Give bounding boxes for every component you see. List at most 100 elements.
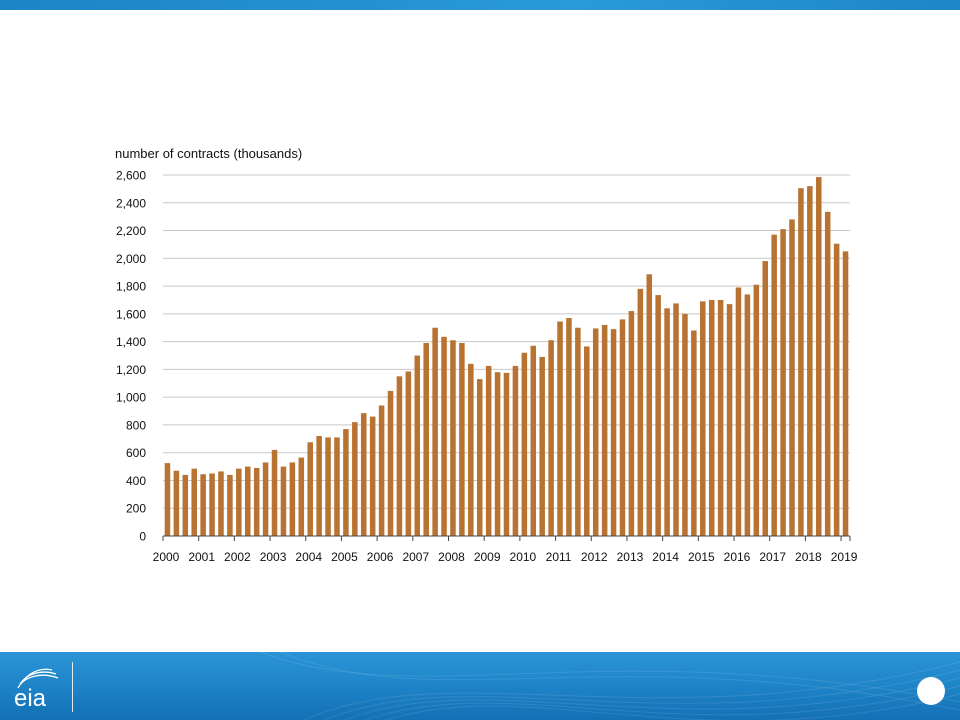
y-tick-label: 1,400 [116,335,146,349]
y-tick-label: 1,000 [116,391,146,405]
bar [717,299,724,536]
x-tick-label: 2010 [510,550,537,564]
x-tick-label: 2014 [652,550,679,564]
bar [316,436,322,536]
bar [476,379,483,536]
bar [780,229,786,536]
bar [637,288,644,536]
footer-bar: eia [0,652,960,720]
bar [771,234,777,536]
bar [369,416,376,536]
bar [191,468,197,536]
bar [200,474,206,536]
bar [396,376,403,536]
bar [298,457,305,536]
bar [744,294,751,536]
y-tick-labels: 0 200 400 600 800 1,000 1,200 1,400 1,600 1,800 2,… [116,169,146,544]
x-tick-label: 2016 [724,550,751,564]
bar [539,356,545,536]
x-tick-label: 2012 [581,550,608,564]
bar [833,243,840,537]
bar [423,343,429,536]
bar [816,177,822,536]
bar [735,287,742,536]
bar [673,303,679,536]
bar [789,219,795,536]
footer-wave-pattern [259,652,960,720]
bar [227,474,233,536]
bar [566,318,572,536]
bar [414,355,421,536]
bar [253,467,260,536]
bar [280,466,287,536]
bar [334,437,340,536]
x-tick-labels: 2000 2001 2002 2003 2004 2005 2006 2007 2008 2009… [153,550,858,564]
bar [164,463,171,536]
eia-logo-text: eia [14,685,47,712]
bar [209,473,215,536]
bar [664,308,670,536]
bar [592,328,599,536]
x-tick-label: 2009 [474,550,501,564]
bar [530,345,537,536]
y-tick-label: 600 [126,446,146,460]
y-tick-label: 2,000 [116,252,146,266]
y-axis-label: number of contracts (thousands) [115,146,302,161]
bar [218,471,224,536]
x-tick-label: 2007 [402,550,429,564]
bar [360,413,367,536]
x-tick-label: 2013 [617,550,644,564]
bar [601,324,608,536]
y-tick-label: 0 [139,530,146,544]
bar [405,371,412,536]
x-tick-label: 2003 [260,550,287,564]
bar [244,466,251,536]
bar [610,329,617,536]
gridlines [163,174,850,509]
y-tick-label: 2,400 [116,196,146,210]
bar [762,261,768,536]
y-tick-label: 200 [126,502,146,516]
bar [824,211,831,537]
bar [557,321,563,536]
bar [682,313,688,536]
x-tick-label: 2017 [759,550,786,564]
bar [807,186,813,537]
bar [343,429,349,536]
x-tick-label: 2011 [546,550,572,564]
y-tick-label: 2,600 [116,169,146,183]
x-tick-label: 2004 [295,550,322,564]
bar [842,251,849,536]
bar [521,352,528,536]
x-tick-label: 2008 [438,550,465,564]
bar [584,346,590,536]
bar [798,188,804,536]
eia-logo-icon: eia [14,668,59,712]
bar [548,340,554,536]
bar [726,304,733,536]
bar [753,284,760,536]
bar [468,363,474,536]
eia-logo[interactable]: eia [8,660,78,714]
footer-divider [72,662,73,712]
bar [619,319,626,536]
y-tick-label: 1,800 [116,280,146,294]
y-tick-label: 1,200 [116,363,146,377]
header-bar [0,0,960,10]
bar [325,437,331,536]
chart-container: number of contracts (thousands) 0 200 400 6… [115,146,858,564]
bar [628,311,635,536]
x-tick-label: 2019 [831,550,858,564]
page-number-badge [917,677,945,705]
y-tick-label: 400 [126,474,146,488]
bar [262,462,269,536]
x-tick-label: 2006 [367,550,394,564]
bar [646,274,653,536]
bar [289,462,296,536]
bar [691,330,697,536]
bar [575,327,581,536]
bar [459,343,465,536]
bar [432,327,438,536]
bar [307,442,313,536]
bar [503,372,510,536]
